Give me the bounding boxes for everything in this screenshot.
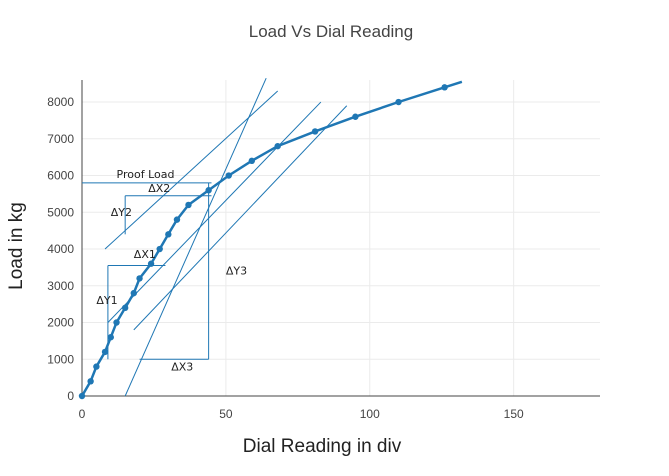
data-point (101, 348, 109, 356)
annotation-label: ΔY2 (111, 206, 132, 219)
data-point (311, 128, 319, 135)
series-layer (78, 80, 463, 400)
y-tick-label: 1000 (47, 352, 74, 366)
y-axis-title: Load in kg (6, 202, 27, 290)
data-point (441, 84, 448, 91)
data-point (205, 187, 212, 194)
y-tick-label: 2000 (47, 316, 74, 330)
data-point (78, 392, 86, 400)
y-tick-label: 8000 (47, 95, 74, 109)
data-point (107, 334, 114, 341)
proof-load-label: Proof Load (117, 168, 175, 181)
data-point (248, 157, 255, 165)
data-point (87, 378, 94, 385)
data-point (113, 319, 120, 326)
annotation-label: ΔY3 (226, 265, 247, 278)
x-tick-label: 150 (504, 407, 524, 421)
y-tick-label: 6000 (47, 169, 74, 183)
tick-layer: 0 1000 2000 3000 4000 5000 6000 7000 8000 0 50 100 1… (47, 95, 524, 421)
chart-title: Load Vs Dial Reading (249, 22, 413, 41)
tangent-line-4 (124, 77, 267, 397)
data-point (185, 201, 192, 209)
x-tick-label: 100 (360, 407, 380, 421)
x-tick-label: 50 (219, 407, 233, 421)
data-point (173, 216, 181, 223)
data-point (225, 172, 232, 179)
x-axis-title: Dial Reading in div (243, 436, 402, 457)
annotation-label: ΔX2 (148, 182, 170, 195)
data-point (93, 363, 100, 370)
grid-layer (81, 80, 600, 397)
data-point (274, 142, 281, 150)
series-line (80, 80, 463, 397)
tangent-line-2 (107, 101, 322, 323)
data-point (156, 245, 163, 253)
data-point (165, 231, 172, 238)
x-tick-label: 0 (79, 407, 86, 421)
y-tick-label: 5000 (47, 205, 74, 219)
data-point (147, 260, 155, 267)
y-tick-label: 0 (67, 389, 74, 403)
y-tick-label: 3000 (47, 279, 74, 293)
data-point (130, 289, 137, 297)
tangent-line-3 (133, 105, 348, 331)
annotation-label: ΔX3 (171, 360, 193, 373)
y-tick-label: 4000 (47, 242, 74, 256)
data-point (136, 275, 143, 282)
guide-layer (82, 77, 348, 397)
data-point (395, 98, 402, 106)
annotation-label: ΔX1 (134, 248, 156, 261)
annotation-label: ΔY1 (96, 294, 117, 307)
data-point (121, 304, 129, 312)
data-point (352, 113, 359, 120)
y-tick-label: 7000 (47, 132, 74, 146)
